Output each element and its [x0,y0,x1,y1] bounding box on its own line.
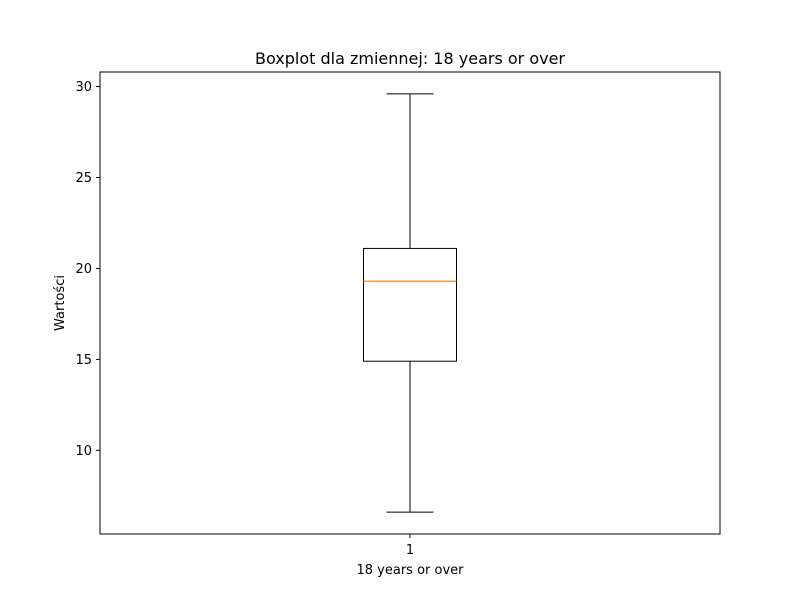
y-axis-label: Wartości [53,275,68,331]
y-tick-label: 30 [75,80,92,95]
y-tick-label: 15 [75,353,92,368]
chart-title: Boxplot dla zmiennej: 18 years or over [255,49,565,68]
y-axis: 10 15 20 25 30 [75,80,100,459]
box-series [363,93,457,513]
x-axis: 1 [406,534,414,558]
y-tick-label: 25 [75,171,92,186]
y-tick-label: 20 [75,262,92,277]
x-tick-label: 1 [406,543,414,558]
y-tick-label: 10 [75,444,92,459]
box-iqr [363,247,457,362]
x-axis-label: 18 years or over [356,563,464,578]
